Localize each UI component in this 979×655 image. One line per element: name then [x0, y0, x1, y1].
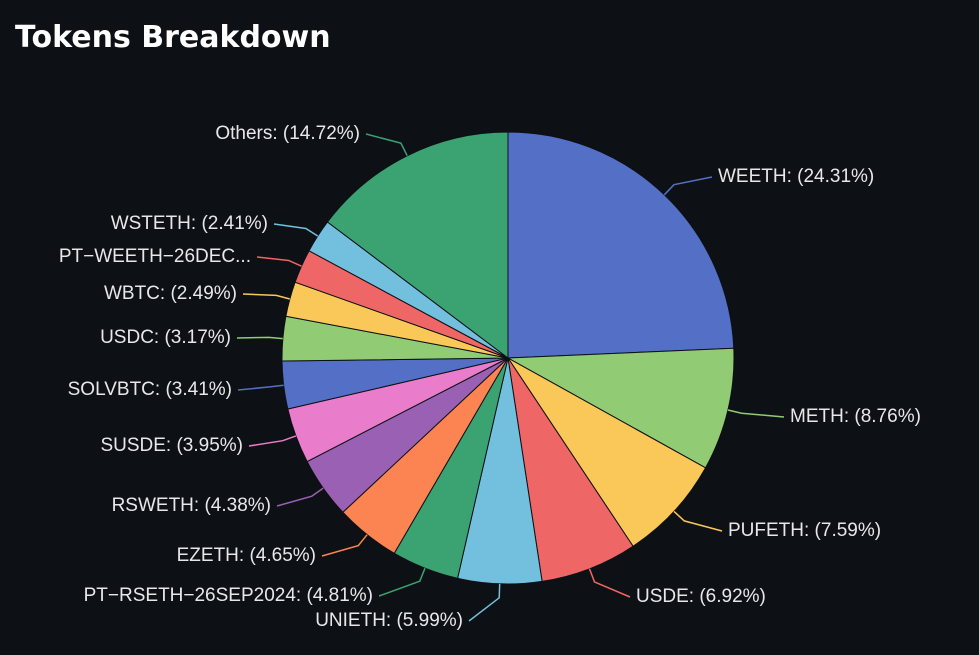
slice-label-pt-weeth-26dec: PT−WEETH−26DEC... — [59, 246, 251, 267]
slice-label-usde: USDE: (6.92%) — [636, 586, 766, 607]
slice-label-unieth: UNIETH: (5.99%) — [315, 610, 463, 631]
slice-label-wsteth: WSTETH: (2.41%) — [111, 213, 268, 234]
leader-line-pt-rseth-26sep2024 — [378, 567, 426, 597]
slice-label-rsweth: RSWETH: (4.38%) — [112, 495, 271, 516]
chart-title: Tokens Breakdown — [15, 20, 331, 55]
leader-line-usdc — [236, 336, 283, 340]
leader-line-pufeth — [673, 510, 723, 532]
leader-line-meth — [727, 409, 785, 418]
pie-slice-pufeth[interactable] — [507, 357, 707, 547]
slice-label-susde: SUSDE: (3.95%) — [100, 435, 243, 456]
slice-label-meth: METH: (8.76%) — [790, 406, 921, 427]
slice-label-ezeth: EZETH: (4.65%) — [177, 545, 316, 566]
slice-label-wbtc: WBTC: (2.49%) — [104, 283, 237, 304]
leader-line-usde — [588, 568, 631, 598]
slice-label-weeth: WEETH: (24.31%) — [718, 166, 874, 187]
leader-line-solvbtc — [237, 384, 284, 391]
pie-slices — [281, 131, 735, 585]
pie-slice-others[interactable] — [326, 131, 509, 360]
leader-line-ezeth — [321, 534, 368, 557]
slice-label-pufeth: PUFETH: (7.59%) — [728, 520, 881, 541]
slice-label-solvbtc: SOLVBTC: (3.41%) — [68, 379, 232, 400]
leader-line-wsteth — [273, 223, 319, 237]
leader-lines — [236, 133, 785, 622]
leader-line-pt-weeth-26dec — [256, 256, 302, 267]
slice-label-usdc: USDC: (3.17%) — [100, 327, 231, 348]
slice-label-others: Others: (14.72%) — [215, 123, 360, 144]
slice-label-pt-rseth-26sep2024: PT−RSETH−26SEP2024: (4.81%) — [84, 585, 373, 606]
leader-line-others — [365, 133, 408, 157]
pie-slice-weeth[interactable] — [507, 131, 735, 359]
leader-line-weeth — [663, 176, 713, 196]
slice-labels: WEETH: (24.31%) METH: (8.76%) PUFETH: (7.5… — [59, 123, 921, 631]
leader-line-susde — [248, 435, 297, 447]
leader-line-rsweth — [276, 487, 324, 507]
leader-line-unieth — [468, 583, 501, 622]
leader-line-wbtc — [242, 293, 290, 300]
